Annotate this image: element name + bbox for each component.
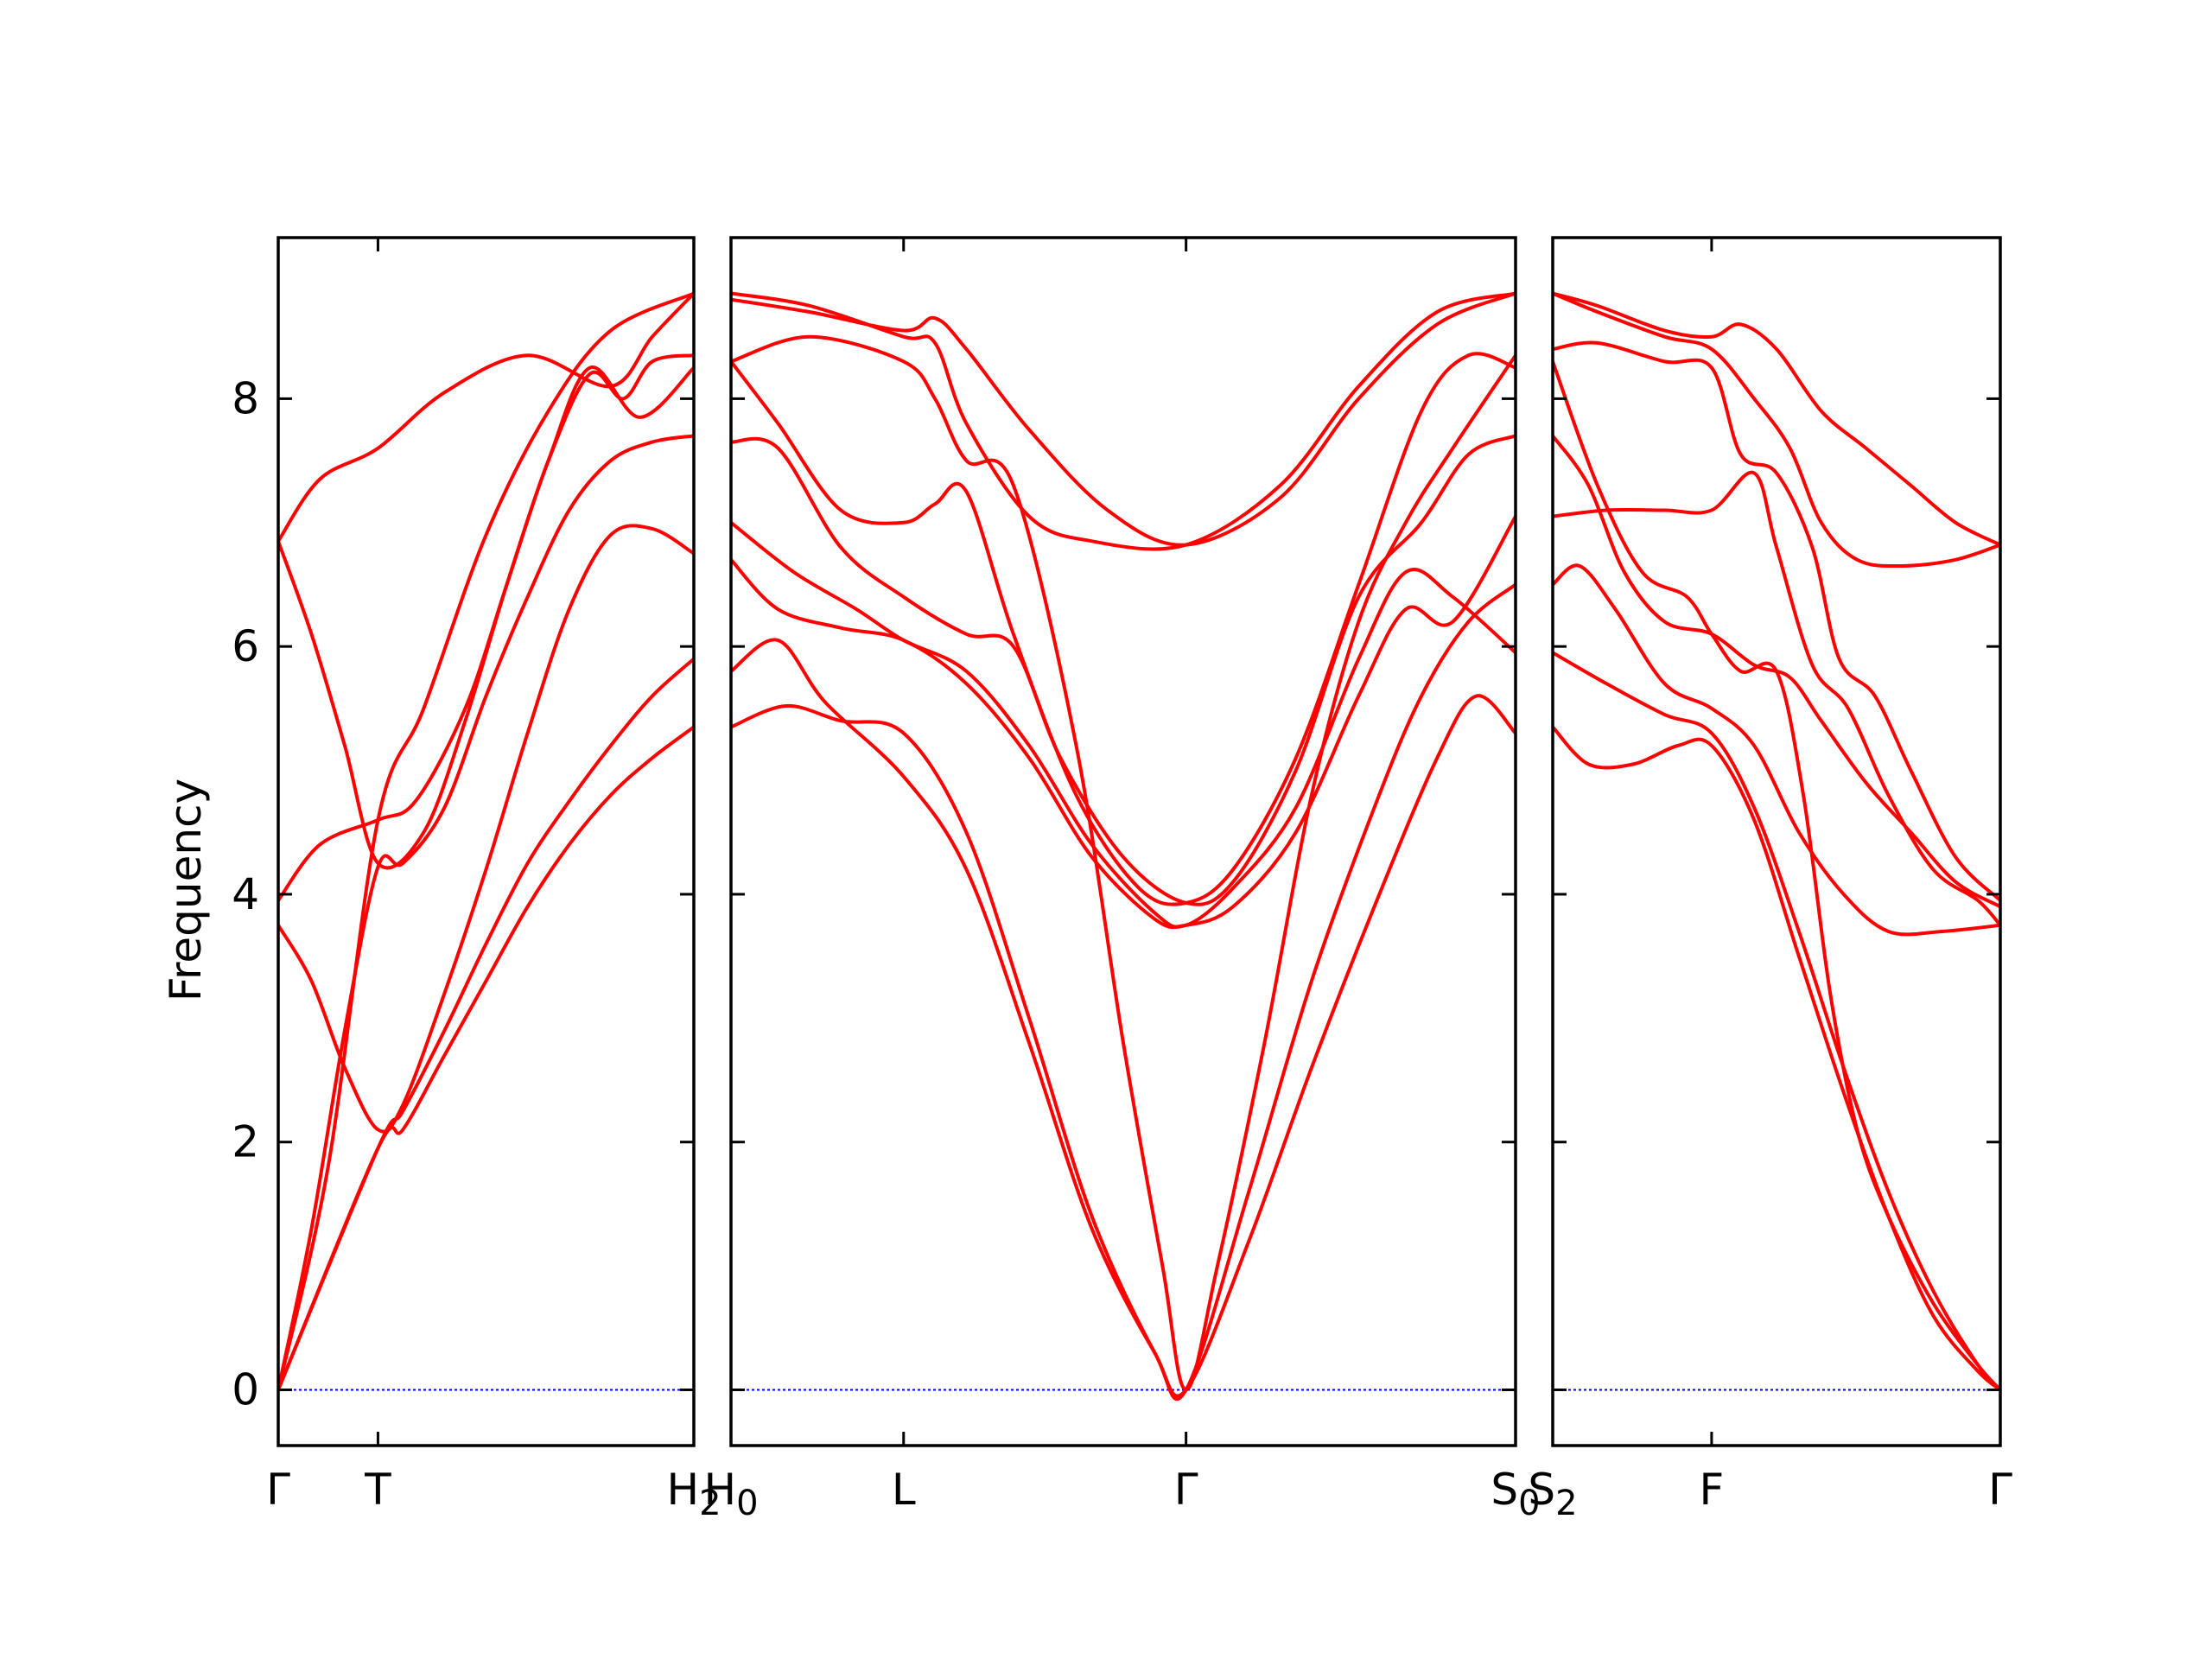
- band-line: [278, 291, 694, 543]
- band-line: [278, 434, 694, 1392]
- panel-1: 0 2 4 6 8 Γ T H2: [232, 236, 721, 1523]
- x-tick-label: L: [892, 1465, 916, 1515]
- bands: [731, 291, 1516, 1402]
- band-line: [1553, 434, 2000, 909]
- band-line: [731, 514, 1516, 930]
- band-line: [731, 352, 1516, 906]
- x-tick-label: T: [364, 1465, 391, 1515]
- band-line: [731, 291, 1516, 547]
- panel-3: S2 F Γ: [1528, 236, 2012, 1523]
- band-line: [1553, 291, 2000, 569]
- x-tick-label: H0: [703, 1465, 758, 1523]
- x-tick-label: Γ: [266, 1465, 290, 1515]
- y-tick-label: 6: [232, 621, 259, 671]
- band-line: [1553, 340, 2000, 903]
- y-tick-label: 2: [232, 1117, 259, 1167]
- band-line: [731, 520, 1516, 929]
- band-line: [278, 657, 694, 1392]
- band-line: [278, 353, 694, 903]
- x-tick-label: Γ: [1988, 1465, 2012, 1515]
- band-line: [731, 434, 1516, 906]
- x-tick-label: Γ: [1174, 1465, 1198, 1515]
- panel-frame: [276, 236, 696, 1447]
- panel-frame: [729, 236, 1517, 1447]
- band-line: [1553, 291, 2000, 547]
- x-tick-label: S0: [1491, 1465, 1540, 1523]
- y-axis-label: Frequency: [161, 779, 211, 1001]
- x-tick-label: F: [1700, 1465, 1725, 1515]
- bands: [278, 291, 694, 1392]
- band-line: [1553, 725, 2000, 1392]
- band-line: [1553, 563, 2000, 937]
- y-tick-label: 4: [232, 869, 259, 919]
- band-line: [731, 582, 1516, 1402]
- bands: [1553, 291, 2000, 1392]
- band-line: [1553, 359, 2000, 1392]
- y-tick-label: 0: [232, 1364, 259, 1414]
- band-line: [278, 725, 694, 1392]
- panel-2: H0 L Γ S0: [703, 236, 1541, 1523]
- band-line: [278, 291, 694, 1392]
- x-tick-label: S2: [1528, 1465, 1577, 1523]
- panel-frame: [1551, 236, 2002, 1447]
- band-line: [731, 291, 1516, 551]
- band-line: [278, 365, 694, 870]
- x-tick-label: H2: [666, 1465, 721, 1523]
- y-tick-label: 8: [232, 373, 259, 423]
- band-line: [731, 334, 1516, 1392]
- band-line: [1553, 470, 2000, 927]
- band-line: [1553, 651, 2000, 1392]
- band-line: [278, 524, 694, 1134]
